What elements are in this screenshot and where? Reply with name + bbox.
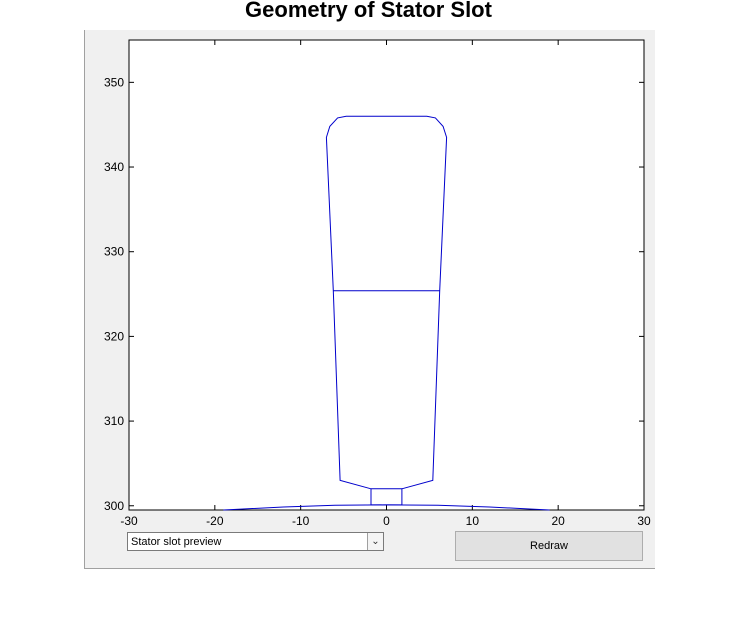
y-tick-label: 330 — [104, 245, 124, 259]
x-tick-label: 10 — [466, 514, 480, 528]
x-tick-label: 20 — [551, 514, 565, 528]
view-select[interactable]: Stator slot preview ⌄ — [127, 532, 384, 551]
redraw-button[interactable]: Redraw — [455, 531, 643, 561]
view-select-value: Stator slot preview — [131, 536, 222, 548]
x-tick-label: 0 — [383, 514, 390, 528]
x-tick-label: -20 — [206, 514, 224, 528]
slot-outline-2 — [325, 115, 448, 490]
y-tick-label: 340 — [104, 160, 124, 174]
x-tick-label: -30 — [120, 514, 138, 528]
x-tick-label: -10 — [292, 514, 310, 528]
x-tick-label: 30 — [637, 514, 651, 528]
slot-outline-4 — [223, 504, 550, 511]
chart-title: Geometry of Stator Slot — [245, 0, 492, 22]
axes-box — [128, 39, 645, 511]
y-tick-label: 320 — [104, 329, 124, 343]
y-tick-label: 300 — [104, 499, 124, 513]
y-tick-label: 350 — [104, 75, 124, 89]
y-tick-label: 310 — [104, 414, 124, 428]
chevron-down-icon[interactable]: ⌄ — [367, 533, 383, 550]
